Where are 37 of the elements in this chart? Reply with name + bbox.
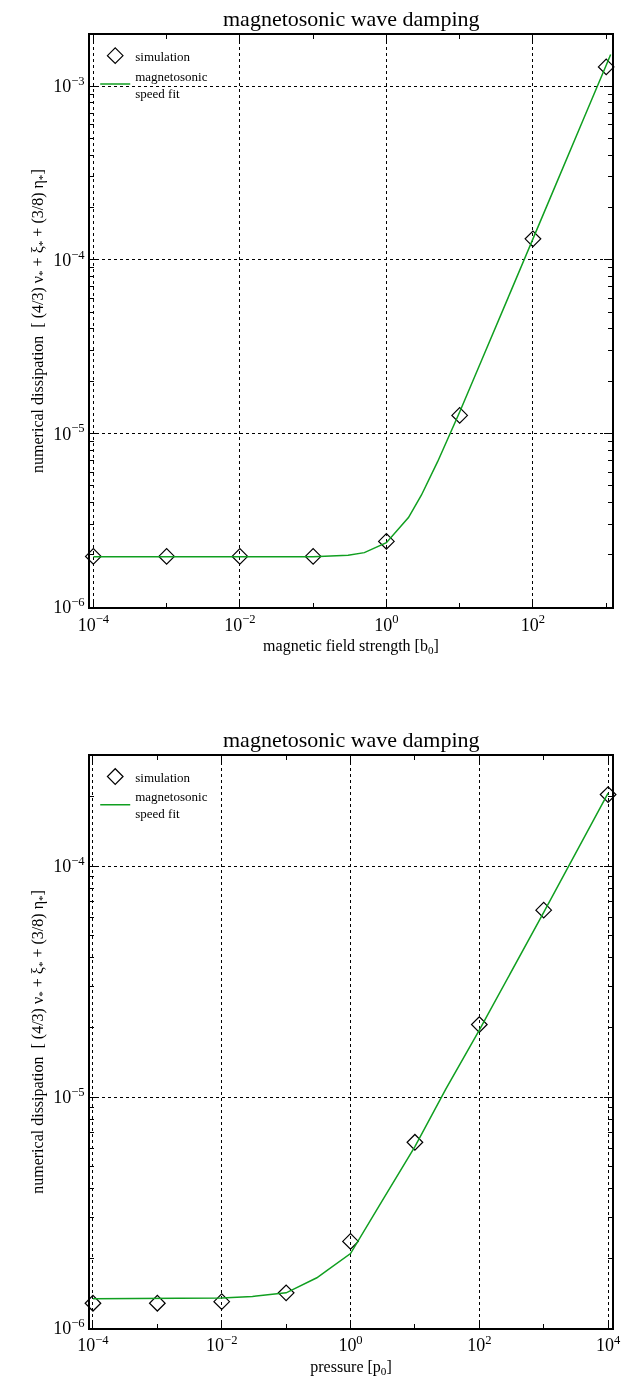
point [470,1016,488,1033]
point [535,901,553,919]
y-tick-label: 10$^{−5}$ [53,1084,85,1108]
legend-label: simulation [135,48,191,64]
point [84,548,102,565]
x-axis-title: magnetic field strength [b$_{0}$] [263,636,439,657]
x-tick-label: 10$^{2}$ [467,1332,492,1356]
y-tick-label: 10$^{−3}$ [53,73,85,97]
point [342,1233,359,1250]
point [406,1133,424,1151]
point [158,548,176,565]
x-tick-label: 10$^{0}$ [374,611,399,635]
chart-title: magnetosonic wave damping [223,6,480,31]
legend-label: simulation [135,769,191,785]
y-tick-label: 10$^{−4}$ [53,247,86,271]
legend-label: magnetosonic speed fit [135,789,208,822]
point [304,548,322,565]
y-tick-label: 10$^{−5}$ [53,421,85,444]
x-tick-label: 10$^{0}$ [338,1332,363,1356]
x-axis-title: pressure [p$_{0}$] [310,1357,392,1377]
point [231,548,249,565]
point [451,407,469,424]
x-tick-label: 10$^{−2}$ [224,611,256,635]
legend-label: magnetosonic speed fit [135,68,208,101]
y-tick-label: 10$^{−4}$ [53,853,86,877]
point [597,58,615,76]
point [378,533,395,550]
x-tick-label: 10$^{2}$ [520,611,546,635]
x-tick-label: 10$^{4}$ [595,1332,621,1356]
x-tick-label: 10$^{−2}$ [206,1332,238,1356]
point [277,1284,295,1302]
chart-title: magnetosonic wave damping [223,727,480,752]
point [84,1294,102,1312]
point [599,786,617,803]
point [213,1293,231,1311]
point [148,1294,166,1312]
point [524,230,542,248]
